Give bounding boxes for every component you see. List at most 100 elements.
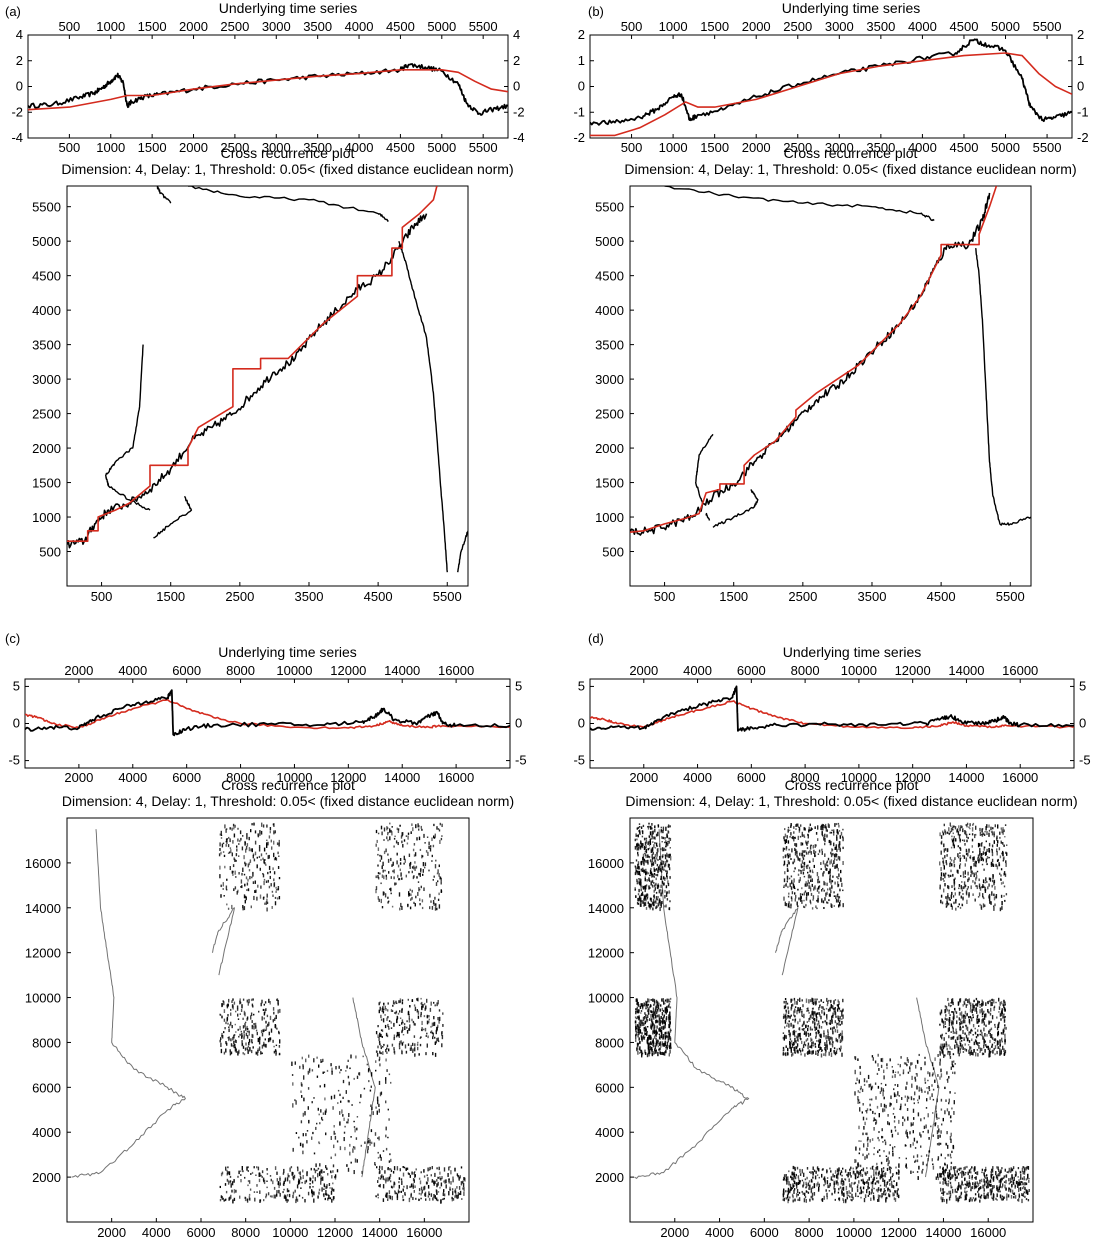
recurrence-point — [996, 1199, 998, 1201]
recurrence-point — [243, 855, 245, 860]
recurrence-point — [974, 1193, 977, 1196]
recurrence-point — [969, 1182, 971, 1187]
recurrence-point — [396, 852, 398, 856]
recurrence-point — [782, 1036, 784, 1040]
recurrence-point — [426, 1015, 428, 1018]
recurrence-point — [434, 1036, 436, 1039]
recurrence-point — [818, 1041, 821, 1046]
recurrence-point — [269, 875, 271, 880]
recurrence-point — [428, 1020, 430, 1024]
recurrence-point — [943, 848, 945, 853]
recurrence-point — [276, 1193, 278, 1197]
recurrence-point — [351, 1104, 353, 1106]
recurrence-point — [979, 1006, 981, 1008]
recurrence-point — [825, 827, 827, 832]
recurrence-point — [252, 1046, 254, 1049]
x-tick-label: 1500 — [719, 589, 748, 604]
recurrence-point — [971, 827, 974, 832]
recurrence-title: Cross recurrence plot — [784, 145, 918, 161]
recurrence-point — [860, 1196, 862, 1199]
recurrence-point — [424, 1027, 427, 1032]
recurrence-point — [408, 1173, 411, 1175]
recurrence-point — [267, 879, 269, 883]
recurrence-point — [891, 1075, 894, 1079]
recurrence-point — [275, 1044, 278, 1047]
recurrence-point — [431, 1166, 433, 1170]
recurrence-point — [414, 1171, 416, 1173]
recurrence-point — [883, 1150, 885, 1153]
recurrence-point — [984, 889, 987, 893]
recurrence-point — [977, 1000, 979, 1005]
recurrence-point — [822, 1001, 825, 1004]
recurrence-point — [288, 1189, 290, 1193]
recurrence-point — [427, 1167, 429, 1172]
recurrence-point — [419, 903, 421, 906]
recurrence-point — [841, 1174, 843, 1177]
recurrence-point — [794, 1019, 796, 1023]
recurrence-point — [826, 1021, 828, 1026]
recurrence-point — [424, 1191, 427, 1194]
recurrence-point — [848, 1194, 850, 1197]
recurrence-point — [386, 826, 388, 831]
recurrence-point — [383, 1008, 385, 1011]
recurrence-point — [829, 1006, 831, 1012]
recurrence-point — [954, 892, 956, 896]
recurrence-point — [369, 1139, 371, 1143]
x-tick-label: 2500 — [788, 589, 817, 604]
x-tick-label: 16000 — [406, 1225, 442, 1240]
x-tick-label-top: 500 — [621, 19, 643, 34]
recurrence-point — [1003, 1196, 1006, 1199]
recurrence-point — [250, 998, 253, 1002]
recurrence-point — [945, 1032, 947, 1035]
recurrence-point — [970, 1046, 972, 1049]
recurrence-point — [996, 851, 998, 856]
recurrence-point — [803, 863, 805, 867]
recurrence-point — [386, 1047, 388, 1050]
recurrence-point — [415, 1168, 417, 1171]
x-tick-label-top: 5500 — [1033, 19, 1062, 34]
recurrence-point — [298, 1178, 300, 1183]
recurrence-point — [990, 901, 992, 905]
recurrence-point — [857, 1184, 859, 1186]
recurrence-point — [947, 1027, 950, 1032]
recurrence-point — [980, 1195, 982, 1199]
recurrence-point — [439, 1176, 441, 1180]
recurrence-point — [355, 1137, 358, 1140]
recurrence-point — [241, 1036, 243, 1039]
recurrence-point — [804, 883, 806, 887]
recurrence-point — [917, 1101, 919, 1104]
time-series-3-series-0-line — [590, 685, 1074, 732]
recurrence-point — [370, 1129, 373, 1133]
recurrence-point — [979, 903, 981, 906]
recurrence-point — [416, 837, 418, 841]
recurrence-point — [250, 1173, 252, 1175]
x-tick-label: 16000 — [970, 1225, 1006, 1240]
recurrence-point — [277, 888, 279, 891]
recurrence-point — [793, 1031, 795, 1036]
recurrence-point — [871, 1184, 874, 1189]
recurrence-point — [266, 1168, 268, 1171]
recurrence-point — [786, 1180, 788, 1185]
recurrence-point — [864, 1194, 867, 1199]
recurrence-0-series-branch-5-line — [456, 530, 468, 573]
recurrence-point — [805, 1035, 807, 1037]
recurrence-point — [823, 871, 825, 874]
recurrence-point — [258, 855, 261, 859]
recurrence-point — [428, 1169, 431, 1171]
recurrence-point — [1003, 885, 1006, 888]
recurrence-point — [400, 872, 402, 877]
recurrence-point — [432, 1033, 434, 1037]
recurrence-point — [301, 1181, 303, 1184]
recurrence-point — [255, 1025, 257, 1029]
recurrence-point — [387, 831, 389, 834]
recurrence-point — [321, 1061, 323, 1063]
recurrence-point — [408, 853, 411, 857]
recurrence-point — [844, 1169, 847, 1173]
recurrence-point — [380, 1045, 382, 1047]
recurrence-point — [459, 1175, 461, 1179]
panel-label: (b) — [588, 4, 604, 19]
recurrence-point — [898, 1163, 900, 1168]
recurrence-point — [396, 1035, 398, 1038]
recurrence-point — [257, 1037, 259, 1043]
recurrence-point — [937, 1125, 939, 1129]
